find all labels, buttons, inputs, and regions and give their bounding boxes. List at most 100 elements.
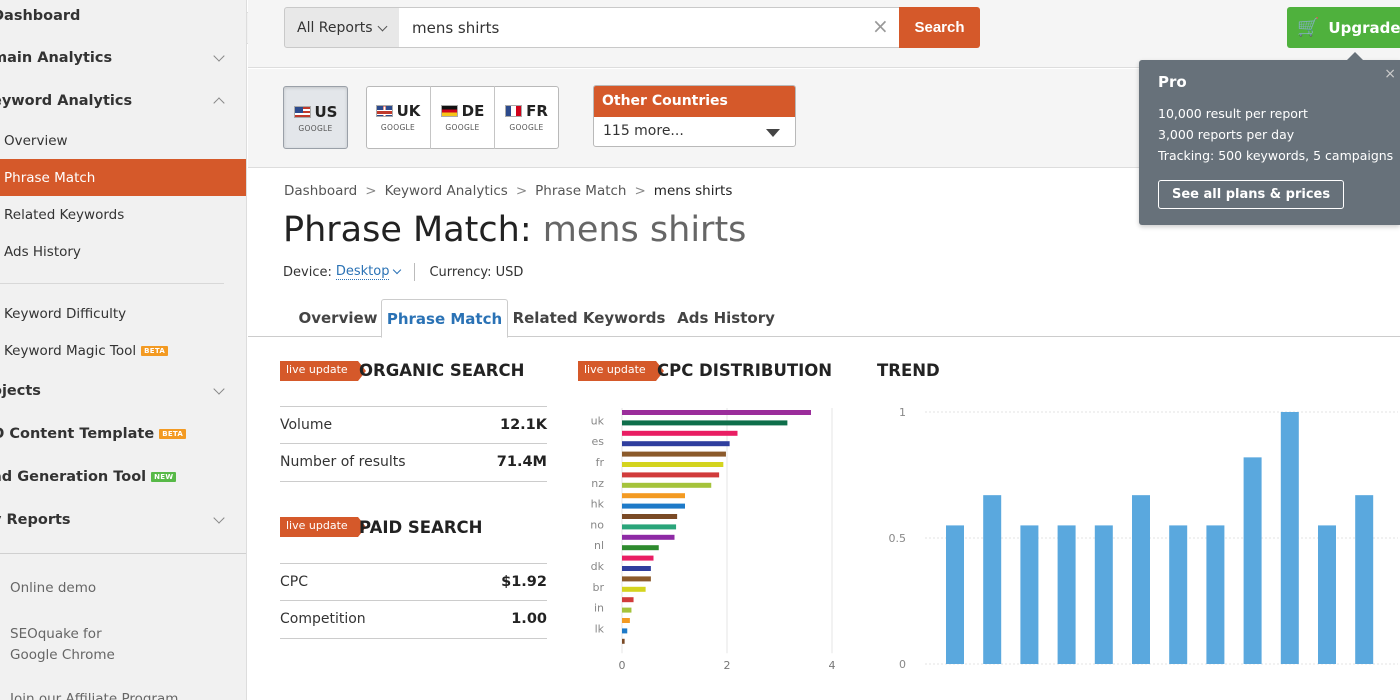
sidebar-item-keyword-magic-tool[interactable]: Keyword Magic Tool BETA [0,332,246,369]
cpc-bar[interactable] [622,545,659,551]
kv-value: 71.4M [496,454,547,470]
tab-related-keywords[interactable]: Related Keywords [512,309,666,327]
trend-bar[interactable] [1318,525,1336,664]
seoquake-link-line2[interactable]: Google Chrome [10,647,115,663]
chevron-down-icon [213,383,225,395]
sidebar-item-label: Related Keywords [4,206,125,223]
cpc-bar[interactable] [622,628,628,634]
sidebar-item-y-reports[interactable]: y Reports [0,501,246,538]
search-button[interactable]: Search [899,7,980,48]
sidebar-item-dashboard[interactable]: Dashboard [0,0,246,34]
see-plans-button[interactable]: See all plans & prices [1158,180,1345,209]
cpc-bar[interactable] [622,597,634,603]
sidebar-item-o-content-template[interactable]: O Content Template BETA [0,415,246,452]
sidebar-item-ojects[interactable]: ojects [0,372,246,409]
cpc-bar[interactable] [622,576,651,582]
cpc-bar[interactable] [622,420,788,426]
fr-flag-icon [505,105,523,117]
kv-label: CPC [280,574,308,590]
cpc-bar[interactable] [622,462,724,467]
breadcrumb-item-dashboard[interactable]: Dashboard [284,183,358,199]
country-tick-label: es [592,435,605,448]
sidebar-item-label: Phrase Match [4,169,96,186]
trend-bar[interactable] [1243,457,1262,664]
x-tick-label: 0 [619,659,626,672]
breadcrumb-item-phrase-match[interactable]: Phrase Match [535,183,627,199]
sidebar-item-label: main Analytics [0,49,113,66]
sidebar-item-related-keywords[interactable]: Related Keywords [0,196,246,233]
paid-search-title: PAID SEARCH [359,518,483,537]
y-tick-label: 0 [899,658,906,671]
device-select[interactable]: Desktop [335,264,390,280]
sidebar-item-overview[interactable]: Overview [0,122,246,159]
breadcrumb-separator: > [365,183,377,199]
tab-ads-history[interactable]: Ads History [677,309,775,327]
cpc-bar[interactable] [622,524,677,530]
sidebar-item-label: Ads History [4,243,81,260]
trend-bar[interactable] [946,525,964,664]
chevron-down-icon [213,50,225,62]
trend-bar[interactable] [1020,525,1039,664]
other-countries-select[interactable]: Other Countries 115 more... [593,85,796,147]
country-de-button[interactable]: DE GOOGLE [431,86,494,149]
breadcrumb: Dashboard > Keyword Analytics > Phrase Match… [284,183,732,199]
sidebar-item-label: y Reports [0,511,71,528]
cpc-bar[interactable] [622,586,646,592]
affiliate-program-link[interactable]: Join our Affiliate Program [10,691,179,700]
cpc-bar[interactable] [622,566,651,571]
divider [430,86,431,149]
sidebar-item-phrase-match[interactable]: Phrase Match [0,159,246,196]
cpc-bar[interactable] [622,514,678,519]
cpc-bar[interactable] [622,607,632,613]
trend-bar[interactable] [1057,525,1076,664]
cpc-bar[interactable] [622,441,730,447]
trend-bar[interactable] [1169,525,1188,664]
trend-bar[interactable] [1132,495,1150,664]
cpc-bar[interactable] [622,638,625,644]
breadcrumb-item-keyword-analytics[interactable]: Keyword Analytics [384,183,508,199]
cpc-bar[interactable] [622,430,738,436]
country-engine: GOOGLE [380,123,416,132]
device-label: Device: [283,264,332,280]
cpc-bar[interactable] [622,482,712,488]
chevron-down-icon [377,21,388,32]
report-type-select[interactable]: All Reports [284,7,400,48]
search-input[interactable] [399,7,900,48]
cpc-bar[interactable] [622,451,726,457]
country-tick-label: fr [596,456,605,469]
trend-bar[interactable] [1094,525,1113,664]
cpc-bar[interactable] [622,472,720,478]
cpc-bar[interactable] [622,493,685,499]
cpc-bar[interactable] [622,618,630,623]
trend-bar[interactable] [1280,412,1299,664]
online-demo-link[interactable]: Online demo [10,580,97,596]
cpc-bar[interactable] [622,555,654,561]
sidebar-item-eyword-analytics[interactable]: eyword Analytics [0,82,246,119]
beta-badge: BETA [141,345,169,356]
seoquake-link[interactable]: SEOquake for [10,626,102,642]
sidebar-item-ad-generation-tool[interactable]: ad Generation Tool NEW [0,458,246,495]
tab-overview[interactable]: Overview [298,309,378,327]
live-update-badge: live update [280,361,366,381]
cpc-bar[interactable] [622,503,685,509]
paid-row-competition: Competition 1.00 [280,600,547,637]
cpc-bar[interactable] [622,410,811,415]
sidebar-item-ads-history[interactable]: Ads History [0,233,246,270]
upgrade-button[interactable]: 🛒 Upgrade [1287,7,1400,48]
country-tick-label: nl [594,539,604,552]
country-us-button[interactable]: US GOOGLE [283,86,348,149]
trend-bar[interactable] [1206,525,1225,664]
trend-bar[interactable] [1355,495,1374,664]
country-uk-button[interactable]: UK GOOGLE [366,86,430,149]
country-code-text: DE [461,102,485,120]
cpc-bar[interactable] [622,534,675,540]
country-fr-button[interactable]: FR GOOGLE [495,86,558,149]
sidebar-item-main-analytics[interactable]: main Analytics [0,39,246,76]
close-icon[interactable]: × [1384,66,1396,82]
tab-phrase-match[interactable]: Phrase Match [381,299,508,338]
trend-bar[interactable] [983,495,1002,664]
trend-chart: 00.51 [889,406,1398,671]
sidebar-item-keyword-difficulty[interactable]: Keyword Difficulty [0,295,246,332]
clear-icon[interactable]: × [872,14,889,38]
y-tick-label: 0.5 [889,532,907,545]
